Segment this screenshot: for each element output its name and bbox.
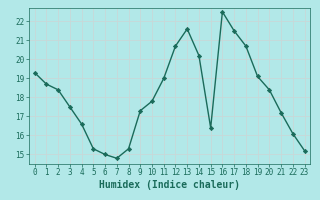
- X-axis label: Humidex (Indice chaleur): Humidex (Indice chaleur): [99, 180, 240, 190]
